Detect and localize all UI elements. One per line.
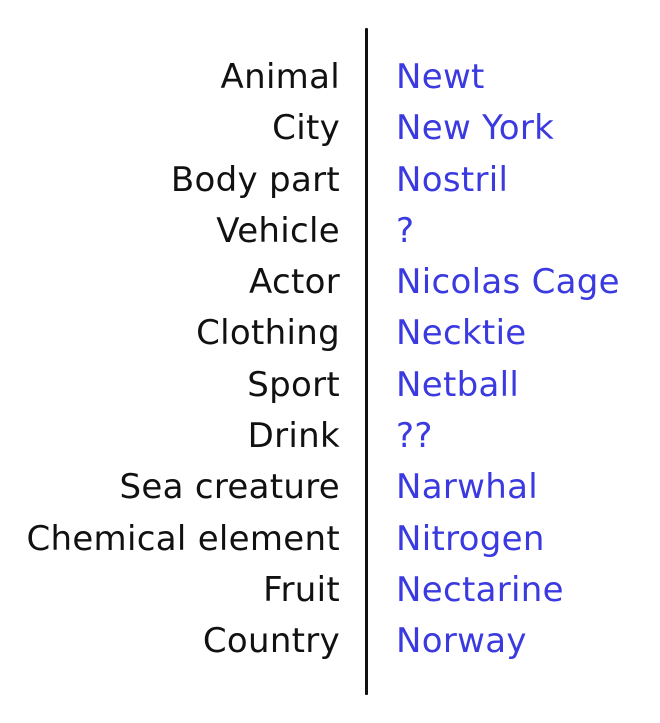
list-item: Animal Newt: [0, 52, 660, 103]
answer-text: Necktie: [396, 313, 527, 354]
list-item: Body part Nostril: [0, 155, 660, 206]
list-item: Clothing Necktie: [0, 308, 660, 359]
list-item: City New York: [0, 103, 660, 154]
list-item: Drink ??: [0, 411, 660, 462]
list-item: Actor Nicolas Cage: [0, 257, 660, 308]
category-label: Clothing: [196, 313, 340, 354]
list-item: Sport Netball: [0, 360, 660, 411]
list-item: Fruit Nectarine: [0, 565, 660, 616]
list-item: Sea creature Narwhal: [0, 462, 660, 513]
answer-text: ?: [396, 210, 415, 251]
column-divider: [365, 28, 368, 695]
answer-text: Nitrogen: [396, 518, 545, 559]
list-item: Chemical element Nitrogen: [0, 514, 660, 565]
answer-text: New York: [396, 108, 555, 149]
answer-text: ??: [396, 416, 433, 457]
category-label: Sea creature: [119, 467, 340, 508]
answer-text: Narwhal: [396, 467, 538, 508]
answer-text: Newt: [396, 57, 485, 97]
category-label: City: [272, 108, 340, 149]
answer-text: Netball: [396, 364, 520, 405]
answer-text: Nicolas Cage: [396, 262, 620, 303]
answer-text: Nostril: [396, 159, 509, 200]
rows-list: Animal Newt City New York Body part Nost…: [0, 52, 660, 668]
category-label: Animal: [220, 57, 340, 97]
category-label: Sport: [247, 364, 340, 405]
answer-text: Norway: [396, 621, 527, 662]
category-label: Drink: [247, 416, 340, 457]
list-item: Country Norway: [0, 616, 660, 667]
category-label: Chemical element: [26, 518, 340, 559]
answer-text: Nectarine: [396, 569, 564, 610]
category-label: Body part: [170, 159, 340, 200]
category-label: Vehicle: [216, 210, 340, 251]
category-label: Fruit: [263, 569, 340, 610]
category-label: Country: [202, 621, 340, 662]
category-label: Actor: [249, 262, 340, 303]
list-item: Vehicle ?: [0, 206, 660, 257]
